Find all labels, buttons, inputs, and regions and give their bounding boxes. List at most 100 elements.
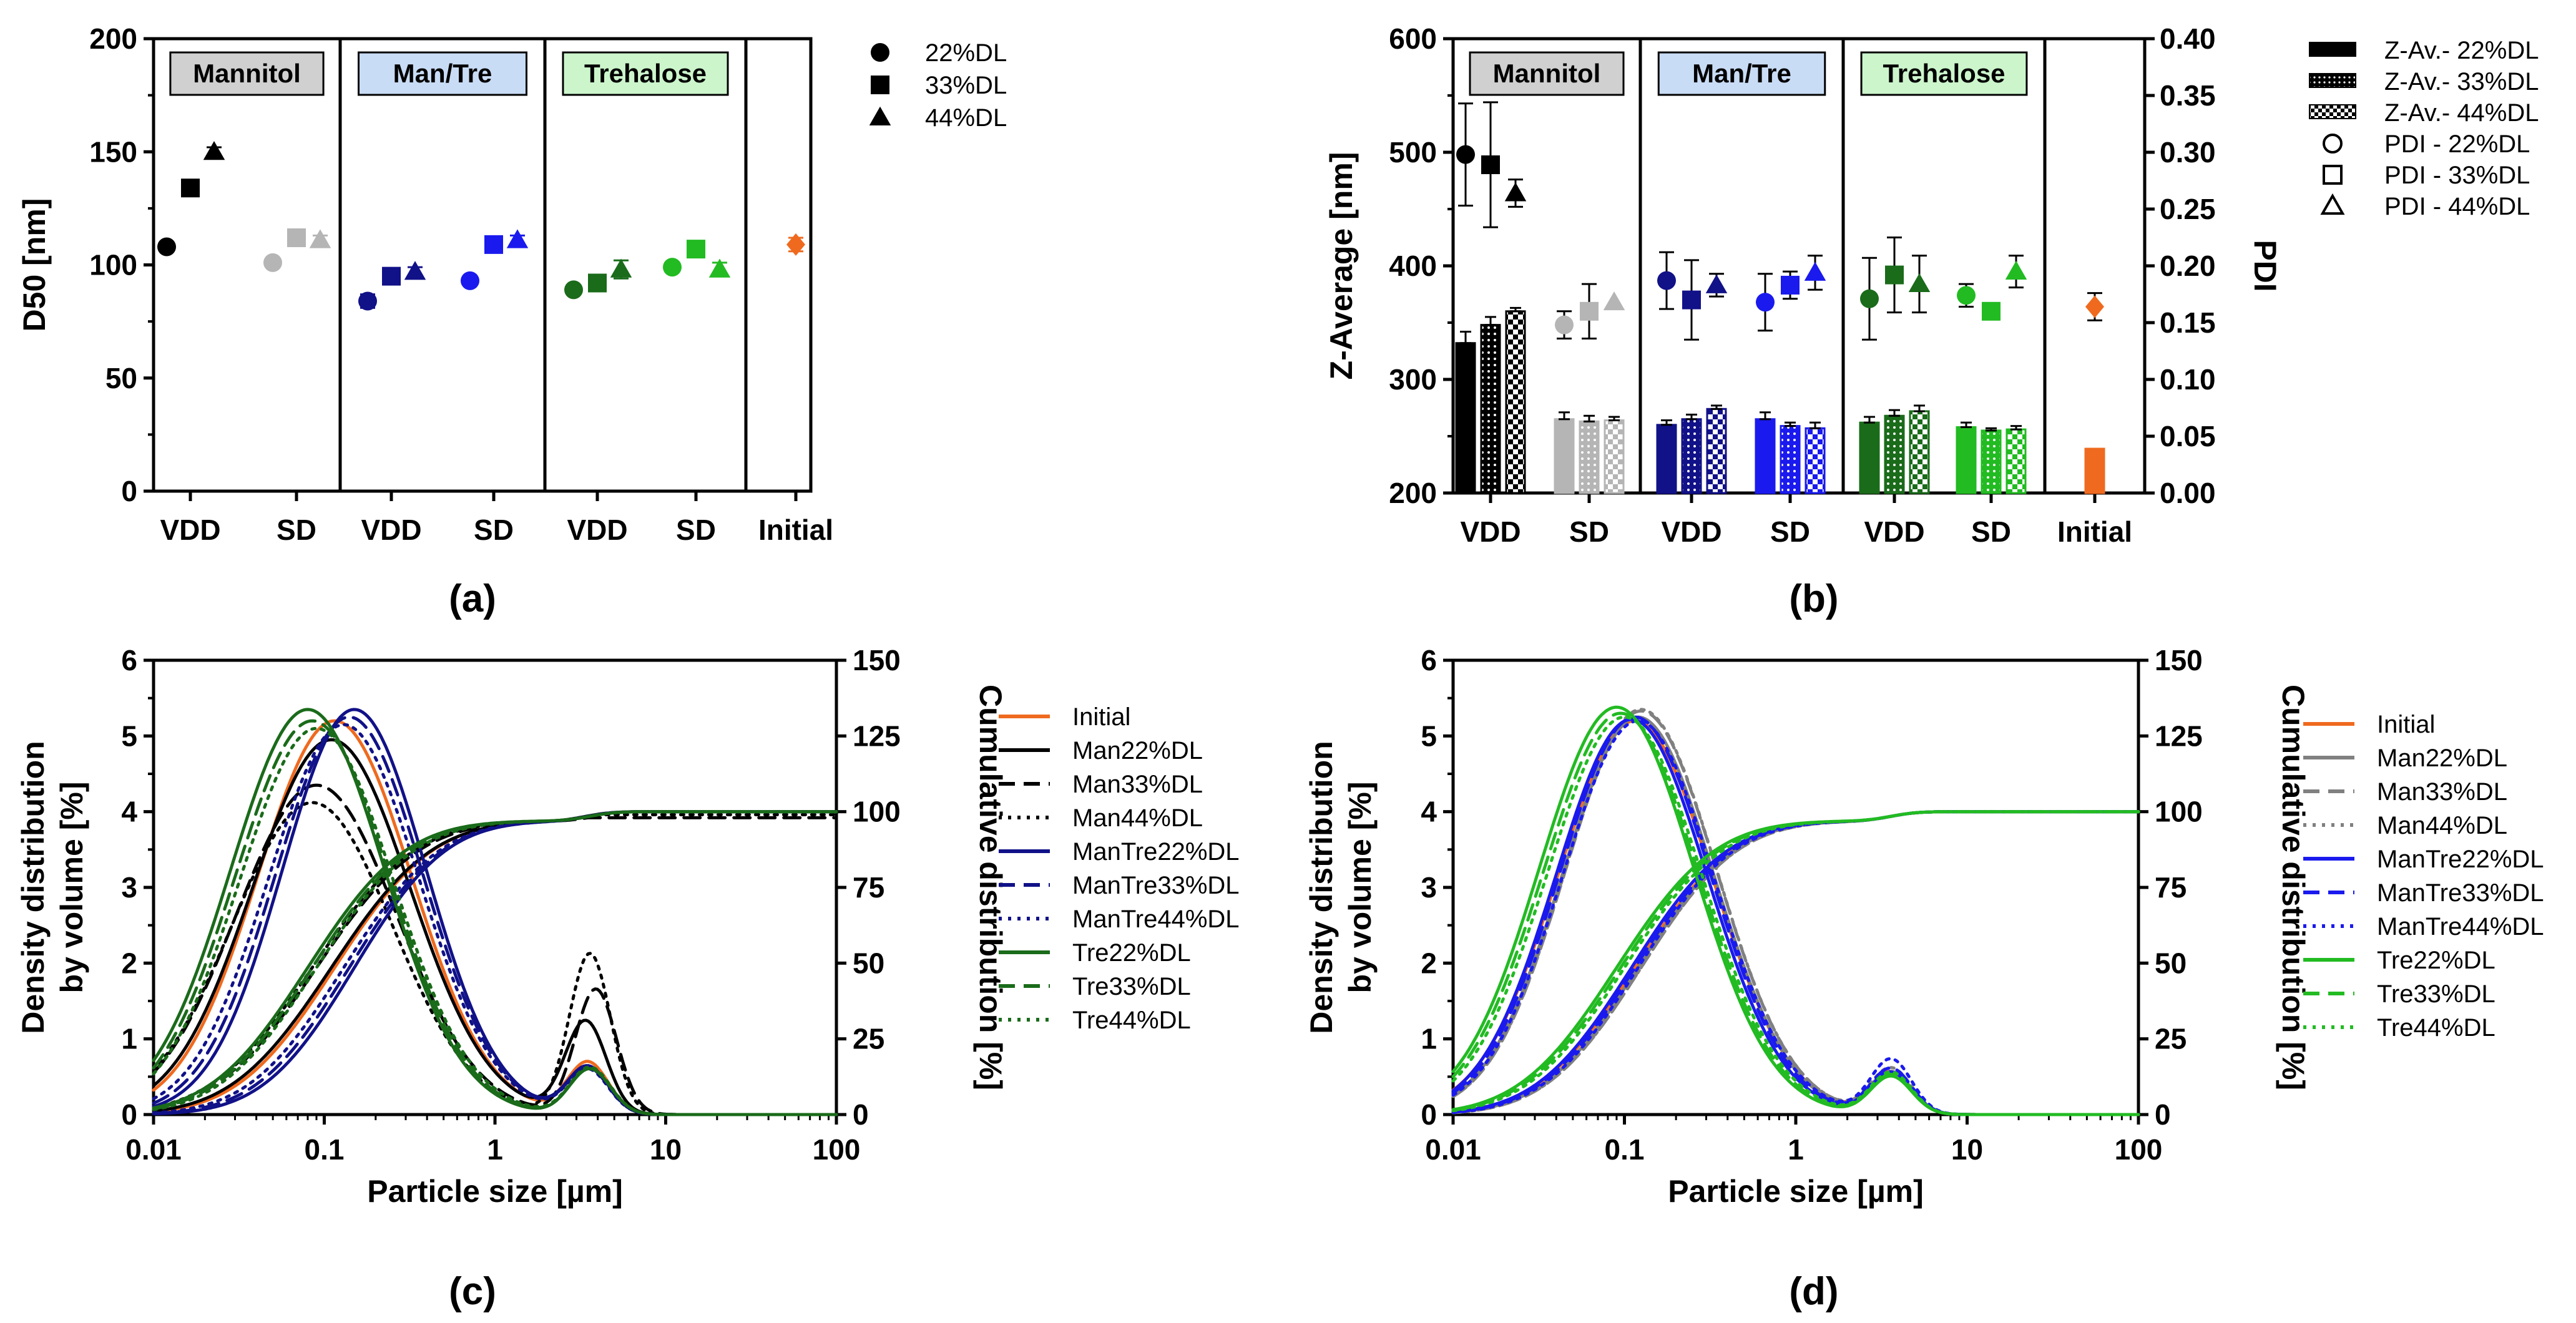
y-right-tick-label: 0.20 — [2160, 250, 2216, 282]
panel-c-chart: 0.01 0.1 1 10 10001234560255075100125150Part… — [16, 644, 1240, 1313]
density-curve-Man22%DL — [1451, 715, 2140, 1116]
x-tick-label: VDD — [361, 514, 421, 546]
x-tick-label: SD — [277, 514, 316, 546]
point-22%DL — [461, 271, 479, 290]
group-box-0 — [1469, 51, 1625, 96]
y-tick-label: 3 — [121, 871, 137, 904]
group-label: Mannitol — [1493, 59, 1601, 88]
panel-label: (a) — [449, 577, 496, 620]
legend-label: Z-Av.- 33%DL — [2384, 68, 2539, 95]
x-tick-label: 0.01 — [125, 1133, 182, 1166]
x-axis-title: Particle size [µm] — [1668, 1174, 1924, 1209]
y-tick-label: 50 — [105, 362, 137, 394]
legend-label: PDI - 33%DL — [2384, 162, 2530, 189]
y-tick-label: 5 — [121, 720, 137, 752]
pdi-point — [1603, 291, 1625, 311]
pdi-point — [1705, 274, 1728, 293]
legend-label: Initial — [2377, 711, 2435, 738]
x-tick-label: VDD — [160, 514, 220, 546]
legend-label: PDI - 44%DL — [2384, 193, 2530, 220]
legend-label: Man44%DL — [2377, 812, 2507, 839]
pdi-point — [1481, 155, 1500, 175]
legend-marker — [871, 76, 889, 94]
group-label: Trehalose — [1883, 59, 2005, 88]
group-box-2 — [1860, 51, 2028, 96]
legend-label: Initial — [1072, 703, 1130, 731]
y-axis-title-right: Cumulative distribution [%] — [973, 685, 1008, 1090]
legend-label: Man22%DL — [2377, 744, 2507, 772]
pdi-point — [1804, 261, 1826, 281]
y-tick-label: 200 — [89, 22, 137, 55]
density-curve-Initial — [1451, 719, 2140, 1116]
legend-label: Tre44%DL — [1072, 1007, 1191, 1034]
x-tick-label: VDD — [567, 514, 627, 546]
cumulative-curve-Tre44%DL — [152, 810, 838, 1111]
x-tick-label: VDD — [1460, 515, 1521, 548]
x-tick-label: VDD — [1864, 515, 1924, 548]
legend-label: Z-Av.- 44%DL — [2384, 99, 2539, 127]
point-33%DL — [687, 240, 705, 259]
x-tick-label: 10 — [1951, 1133, 1983, 1166]
zavg-bar — [1706, 408, 1727, 494]
zavg-bar — [1656, 424, 1677, 494]
legend-label: Tre44%DL — [2377, 1014, 2495, 1042]
pdi-point — [1908, 273, 1931, 293]
y-right-tick-label: 25 — [2155, 1023, 2187, 1055]
pdi-point — [1781, 275, 1800, 295]
legend-label: PDI - 22%DL — [2384, 130, 2530, 158]
y-axis-title: Density distribution by volume [%] — [1304, 741, 1378, 1033]
x-tick-label: SD — [1569, 515, 1609, 548]
legend-bar — [2309, 42, 2356, 57]
density-curve-ManTre33%DL — [1451, 715, 2140, 1116]
plot-frame — [152, 37, 813, 493]
y-tick-label: 0 — [1421, 1098, 1437, 1131]
y-right-tick-label: 0 — [853, 1098, 869, 1131]
zavg-bar — [1681, 418, 1702, 494]
y-right-tick-label: 25 — [853, 1023, 884, 1055]
legend-label: Man44%DL — [1072, 804, 1203, 832]
x-tick-label: SD — [676, 514, 716, 546]
pdi-point — [1885, 265, 1904, 285]
point-22%DL — [358, 291, 377, 311]
legend-label: ManTre22%DL — [1072, 838, 1240, 866]
x-tick-label: SD — [1971, 515, 2011, 548]
group-label: Mannitol — [193, 59, 301, 88]
y-axis-title-line: Density distribution — [16, 741, 51, 1033]
x-tick-label: 0.01 — [1425, 1133, 1481, 1166]
x-tick-label: Initial — [2057, 515, 2132, 548]
zavg-bar — [1909, 410, 1930, 494]
legend-label: Man33%DL — [2377, 778, 2507, 806]
y-right-tick-label: 100 — [853, 796, 901, 828]
point-22%DL — [157, 237, 176, 256]
zavg-bar — [1455, 342, 1476, 494]
y-right-tick-label: 0.25 — [2160, 193, 2216, 225]
zavg-bar — [1505, 310, 1526, 494]
zavg-bar — [1780, 425, 1801, 494]
legend-label: Man22%DL — [1072, 737, 1203, 764]
y-right-tick-label: 50 — [2155, 947, 2187, 979]
y-tick-label: 150 — [89, 135, 137, 168]
legend-label: 33%DL — [925, 72, 1007, 99]
point-44%DL — [309, 229, 331, 248]
density-curve-Man33%DL — [1451, 709, 2140, 1116]
density-curve-Tre33%DL — [152, 719, 838, 1116]
y-tick-label: 100 — [89, 249, 137, 281]
zavg-bar — [1981, 429, 2002, 494]
point-33%DL — [181, 178, 200, 198]
legend-marker — [871, 43, 889, 62]
y-tick-label: 3 — [1421, 871, 1437, 904]
zavg-bar — [1956, 426, 1977, 494]
cumulative-curve-Tre33%DL — [1451, 810, 2140, 1112]
x-axis-title: Particle size [µm] — [367, 1174, 623, 1209]
y-right-tick-label: 150 — [853, 644, 901, 676]
y-axis-title-right: PDI — [2248, 240, 2283, 291]
y-axis-title-right: Cumulative distribution [%] — [2276, 685, 2311, 1090]
y-tick-label: 4 — [1421, 796, 1437, 828]
density-curve-ManTre22%DL — [152, 708, 838, 1116]
pdi-point — [1860, 289, 1879, 308]
legend-marker — [2323, 134, 2343, 154]
y-tick-label: 5 — [1421, 720, 1437, 752]
x-tick-label: VDD — [1661, 515, 1721, 548]
y-right-tick-label: 125 — [853, 720, 901, 752]
